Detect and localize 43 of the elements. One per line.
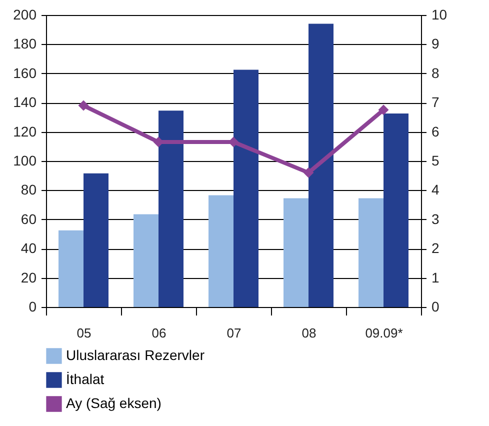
x-tick-label: 09.09* (365, 326, 403, 340)
y2-tick-label: 7 (432, 94, 440, 110)
y-tick-label: 120 (13, 123, 37, 140)
y2-tick-label: 1 (432, 269, 440, 286)
y2-tick-label: 3 (432, 210, 440, 227)
y-tick-label: 180 (13, 36, 37, 52)
bar (358, 198, 384, 307)
y-tick-label: 80 (20, 182, 37, 198)
x-tick-label: 05 (76, 326, 92, 340)
y-tick-label: 60 (20, 210, 37, 227)
legend-label: Uluslararası Rezervler (66, 347, 205, 363)
y2-tick-label: 0 (432, 298, 440, 314)
bar (208, 195, 234, 307)
y2-tick-label: 4 (432, 182, 440, 198)
bar (158, 110, 184, 307)
y2-tick-label: 10 (432, 6, 448, 22)
y-tick-label: 160 (13, 64, 37, 81)
y-tick-label: 0 (28, 298, 37, 314)
point (378, 104, 389, 116)
bar (284, 198, 308, 307)
bar (384, 114, 408, 307)
y-tick-label: 140 (13, 94, 37, 110)
bar (58, 230, 84, 307)
point (78, 100, 89, 111)
y-tick-label: 100 (13, 152, 37, 168)
y-tick-label: 20 (20, 269, 37, 286)
x-tick-label: 08 (302, 326, 316, 340)
bar (308, 24, 334, 307)
y2-tick-label: 2 (432, 240, 440, 256)
point (303, 167, 314, 178)
y2-tick-label: 6 (432, 123, 440, 140)
y2-tick-label: 8 (432, 64, 440, 81)
legend-label: İthalat (66, 371, 104, 387)
bar (234, 70, 258, 307)
x-tick-label: 07 (226, 326, 242, 340)
legend-label: Ay (Sağ eksen) (66, 395, 162, 411)
y-tick-label: 200 (13, 6, 37, 22)
y2-tick-label: 5 (432, 152, 440, 168)
bar (134, 214, 158, 307)
y-tick-label: 40 (20, 240, 37, 256)
bar (84, 173, 108, 307)
y2-tick-label: 9 (432, 36, 440, 52)
x-tick-label: 06 (152, 326, 166, 340)
